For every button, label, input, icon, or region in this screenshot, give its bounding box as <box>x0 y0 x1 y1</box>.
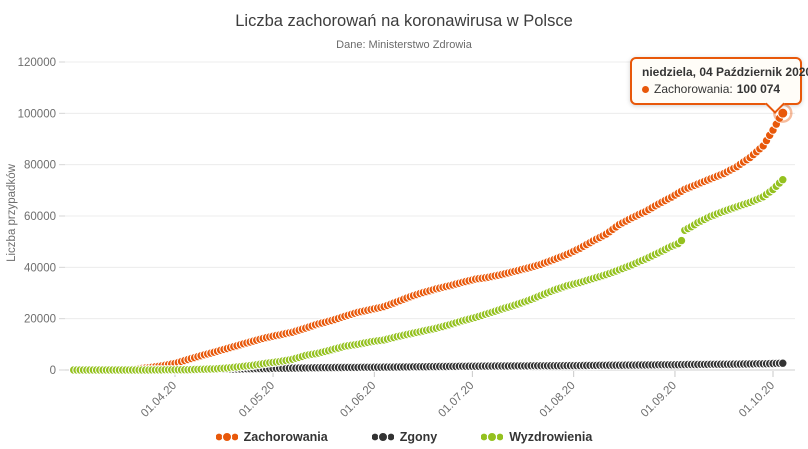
tooltip-series-label: Zachorowania: <box>654 82 733 96</box>
svg-text:20000: 20000 <box>24 314 56 326</box>
svg-text:40000: 40000 <box>24 262 56 274</box>
chart-title: Liczba zachorowań na koronawirusa w Pols… <box>235 12 573 30</box>
zachorowania-marker-icon <box>215 431 238 443</box>
series-bullet-icon <box>642 85 649 93</box>
zgony-marker-icon <box>371 431 394 443</box>
svg-text:01.10.20: 01.10.20 <box>737 380 777 420</box>
tooltip-value: 100 074 <box>736 82 781 96</box>
legend-label: Zachorowania <box>243 430 328 444</box>
legend-item-zachorowania[interactable]: Zachorowania <box>215 430 328 444</box>
legend-item-wyzdrowienia[interactable]: Wyzdrowienia <box>481 430 592 444</box>
series-wyzdrowienia[interactable] <box>69 175 788 375</box>
legend-label: Wyzdrowienia <box>509 430 593 444</box>
svg-text:01.06.20: 01.06.20 <box>338 380 378 420</box>
x-axis-labels: 01.04.20 01.05.20 01.06.20 01.07.20 01.08.20… <box>139 371 777 420</box>
wyzdrowienia-marker-icon <box>481 431 504 443</box>
y-axis-labels: 0 20000 40000 60000 80000 100000 120000 <box>18 57 56 377</box>
svg-text:01.08.20: 01.08.20 <box>538 380 578 420</box>
legend-item-zgony[interactable]: Zgony <box>371 430 438 444</box>
svg-text:01.09.20: 01.09.20 <box>639 380 679 420</box>
svg-text:01.04.20: 01.04.20 <box>139 380 179 420</box>
svg-text:80000: 80000 <box>24 160 56 172</box>
svg-text:01.05.20: 01.05.20 <box>237 380 277 420</box>
gridlines <box>59 61 795 371</box>
svg-text:120000: 120000 <box>18 57 56 69</box>
chart-tooltip: niedziela, 04 Październik 2020 Zachorowa… <box>630 57 808 114</box>
svg-text:0: 0 <box>50 365 56 377</box>
legend-label: Zgony <box>399 430 438 444</box>
svg-text:01.07.20: 01.07.20 <box>436 380 476 420</box>
svg-text:100000: 100000 <box>18 108 56 120</box>
chart-subtitle: Dane: Ministerstwo Zdrowia <box>336 39 472 51</box>
tooltip-date: niedziela, 04 Październik 2020 <box>642 65 808 79</box>
chart-legend: Zachorowania Zgony Wyzdrowienia <box>0 430 808 444</box>
svg-text:60000: 60000 <box>24 211 56 223</box>
